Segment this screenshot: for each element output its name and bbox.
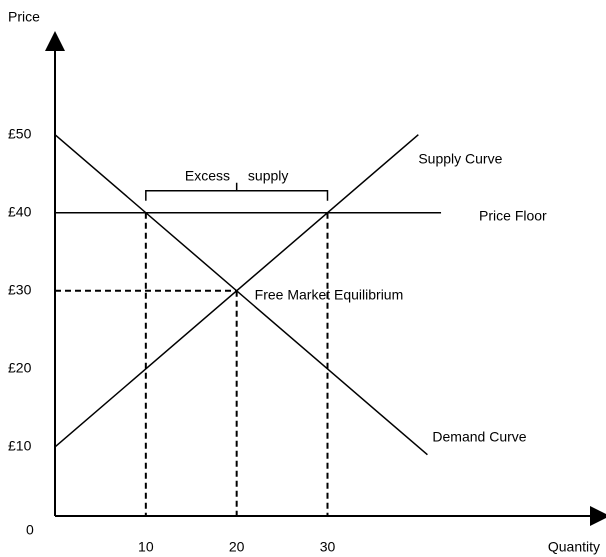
series-line: [54, 134, 428, 456]
series-label: Demand Curve: [432, 428, 526, 444]
y-axis-label: Price: [8, 9, 40, 25]
y-tick-label: £40: [8, 203, 32, 219]
series-label: Supply Curve: [418, 150, 502, 166]
x-tick-label: 10: [138, 539, 154, 555]
y-tick-label: £10: [8, 438, 32, 454]
brace-label: Excess supply: [185, 167, 288, 183]
y-tick-label: £30: [8, 282, 32, 298]
x-tick-label: 20: [229, 539, 245, 555]
brace: [145, 182, 329, 201]
y-tick-label: £20: [8, 360, 32, 376]
equilibrium-label: Free Market Equilibrium: [255, 287, 404, 303]
series-label: Price Floor: [479, 207, 547, 223]
y-tick-label: £50: [8, 125, 32, 141]
x-axis-label: Quantity: [548, 539, 600, 555]
x-tick-label: 30: [320, 539, 336, 555]
y-tick-label: 0: [26, 522, 34, 538]
